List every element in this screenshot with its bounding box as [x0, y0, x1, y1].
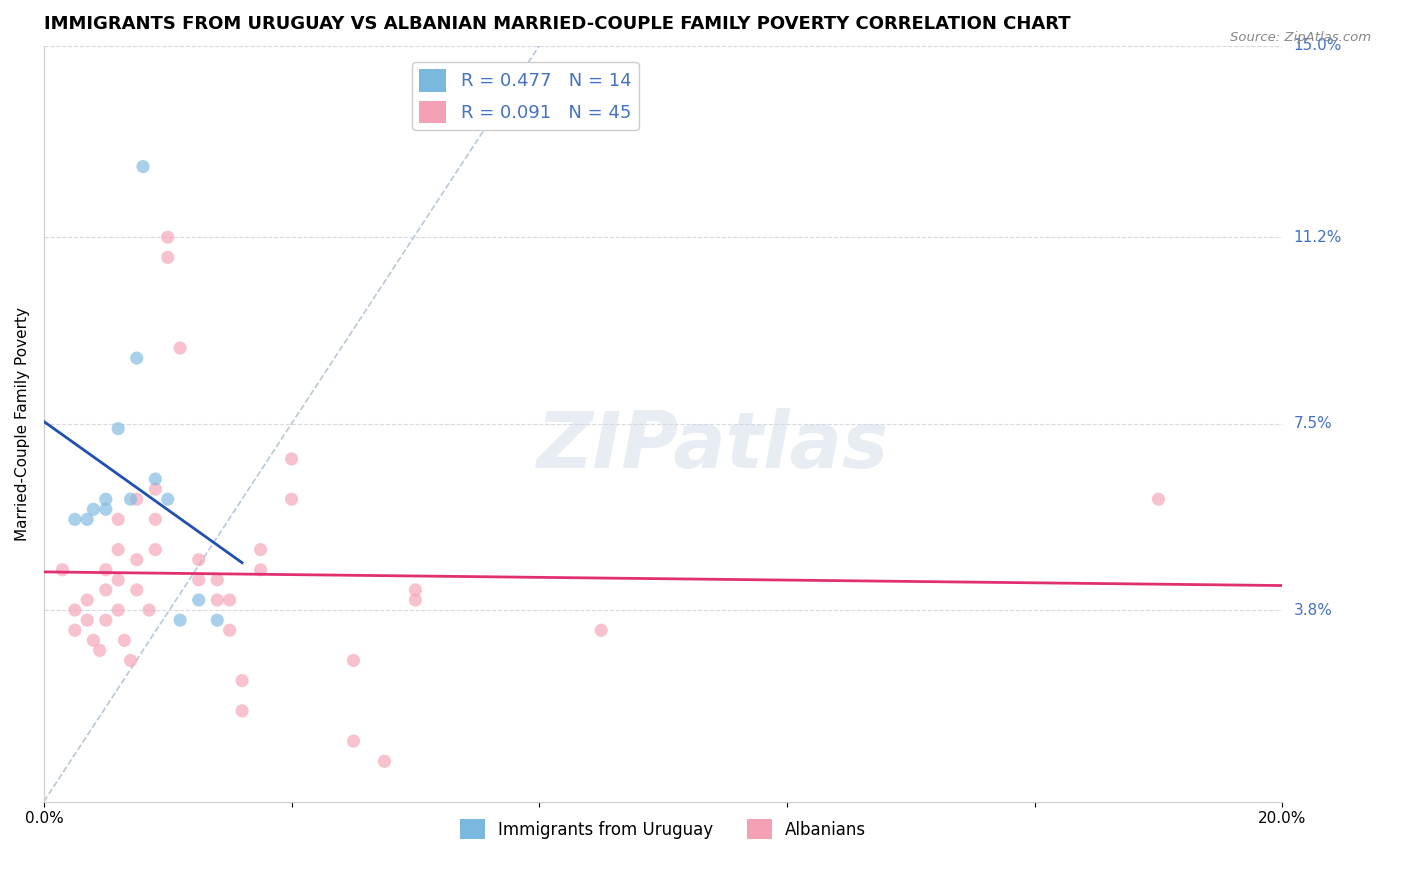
Point [63, 512, 86, 526]
Point [342, 734, 364, 748]
Point [112, 633, 135, 648]
Point [280, 451, 302, 466]
Point [94, 492, 117, 507]
Point [143, 512, 166, 526]
Point [107, 603, 129, 617]
Point [187, 552, 209, 566]
Point [125, 582, 148, 597]
Point [156, 250, 179, 264]
Point [143, 542, 166, 557]
Point [1147, 492, 1170, 507]
Point [76, 593, 98, 607]
Text: 15.0%: 15.0% [1294, 38, 1341, 54]
Y-axis label: Married-Couple Family Poverty: Married-Couple Family Poverty [15, 307, 30, 541]
Point [404, 582, 426, 597]
Point [120, 492, 142, 507]
Legend: Immigrants from Uruguay, Albanians: Immigrants from Uruguay, Albanians [453, 813, 873, 847]
Point [207, 613, 229, 627]
Point [187, 573, 209, 587]
Point [207, 573, 229, 587]
Point [218, 624, 240, 638]
Point [231, 673, 253, 688]
Point [231, 704, 253, 718]
Text: 7.5%: 7.5% [1294, 417, 1331, 431]
Point [120, 653, 142, 667]
Point [94, 582, 117, 597]
Text: ZIPatlas: ZIPatlas [537, 409, 889, 484]
Point [63, 624, 86, 638]
Point [94, 613, 117, 627]
Point [138, 603, 160, 617]
Point [63, 603, 86, 617]
Point [187, 593, 209, 607]
Point [94, 563, 117, 577]
Point [156, 492, 179, 507]
Point [373, 754, 395, 768]
Point [51, 563, 73, 577]
Point [107, 573, 129, 587]
Point [89, 643, 111, 657]
Point [143, 472, 166, 486]
Point [218, 593, 240, 607]
Point [169, 613, 191, 627]
Point [82, 633, 104, 648]
Point [107, 542, 129, 557]
Point [107, 422, 129, 436]
Text: Source: ZipAtlas.com: Source: ZipAtlas.com [1230, 31, 1371, 45]
Point [132, 160, 155, 174]
Point [156, 230, 179, 244]
Point [125, 492, 148, 507]
Point [249, 542, 271, 557]
Text: 3.8%: 3.8% [1294, 603, 1333, 617]
Point [249, 563, 271, 577]
Text: 11.2%: 11.2% [1294, 229, 1341, 244]
Point [143, 482, 166, 496]
Point [404, 593, 426, 607]
Point [94, 502, 117, 516]
Point [76, 512, 98, 526]
Point [280, 492, 302, 507]
Point [207, 593, 229, 607]
Point [591, 624, 613, 638]
Point [125, 351, 148, 365]
Point [342, 653, 364, 667]
Point [125, 552, 148, 566]
Text: IMMIGRANTS FROM URUGUAY VS ALBANIAN MARRIED-COUPLE FAMILY POVERTY CORRELATION CH: IMMIGRANTS FROM URUGUAY VS ALBANIAN MARR… [44, 15, 1070, 33]
Point [169, 341, 191, 355]
Point [82, 502, 104, 516]
Point [107, 512, 129, 526]
Point [76, 613, 98, 627]
